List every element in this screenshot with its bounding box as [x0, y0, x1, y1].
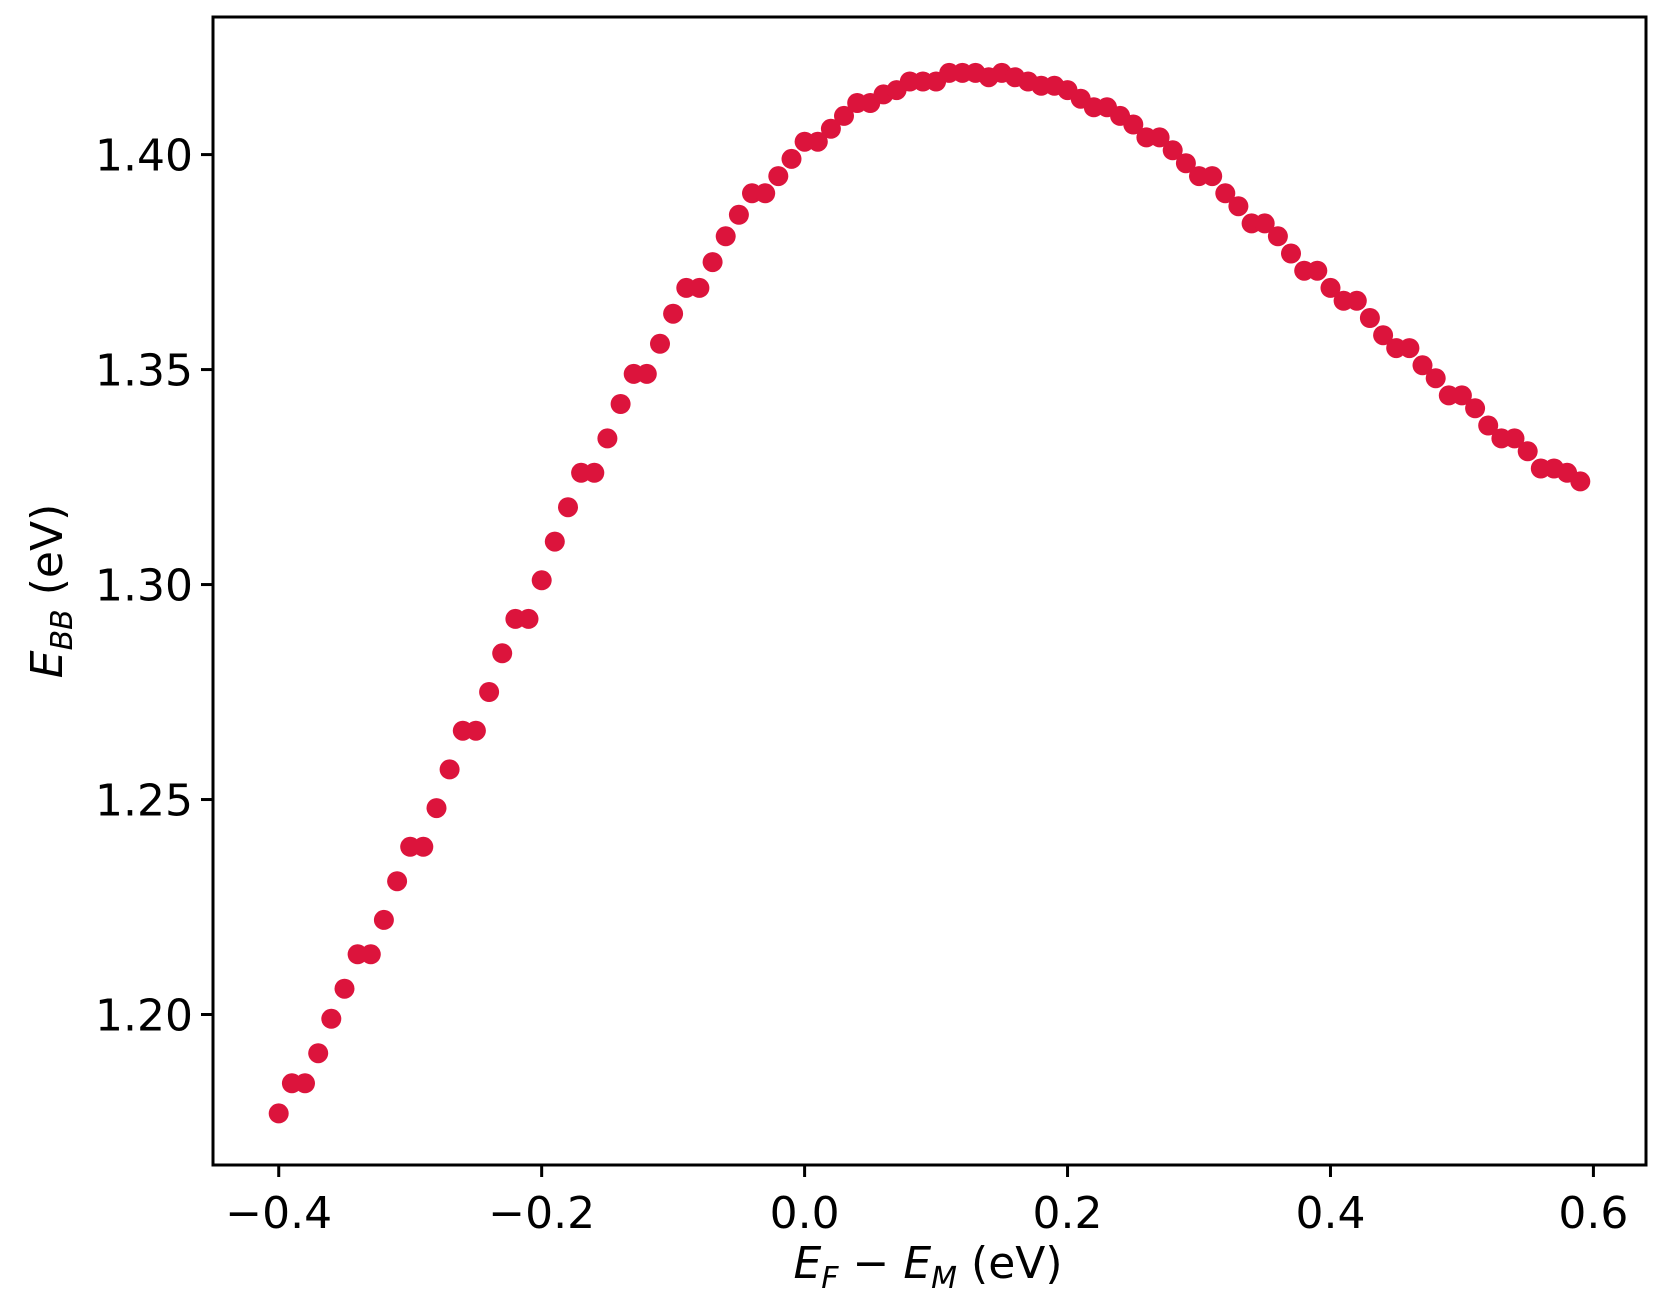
- data-point: [663, 303, 684, 324]
- data-point: [610, 394, 631, 414]
- data-point: [1504, 428, 1525, 449]
- data-point: [807, 131, 828, 152]
- data-point: [1425, 368, 1446, 389]
- data-point: [1517, 441, 1538, 462]
- data-point: [479, 682, 500, 702]
- data-point: [1412, 355, 1433, 376]
- data-point: [1215, 183, 1236, 204]
- data-points: [268, 62, 1591, 1124]
- data-point: [689, 277, 710, 298]
- x-axis-ticks: −0.4 −0.2 0.0 0.2 0.4 0.6: [225, 1165, 1628, 1239]
- y-axis-label: EBB (eV): [22, 504, 80, 678]
- data-point: [492, 643, 513, 664]
- data-point: [1162, 140, 1183, 161]
- data-point: [1373, 325, 1394, 346]
- data-point: [768, 166, 789, 187]
- data-point: [465, 720, 486, 741]
- y-tick-label: 1.25: [95, 776, 193, 827]
- data-point: [1320, 277, 1341, 298]
- data-point: [1267, 226, 1288, 247]
- y-tick-label: 1.20: [95, 991, 193, 1042]
- data-point: [387, 871, 408, 892]
- data-point: [558, 497, 578, 518]
- data-point: [321, 1008, 342, 1029]
- data-point: [636, 363, 657, 384]
- data-point: [1346, 290, 1367, 311]
- x-tick-label: 0.2: [1033, 1188, 1103, 1239]
- data-point: [1281, 243, 1301, 264]
- y-tick-label: 1.40: [95, 131, 193, 182]
- data-point: [650, 333, 670, 354]
- data-point: [702, 252, 723, 273]
- data-point: [1478, 415, 1499, 436]
- data-point: [1228, 196, 1249, 217]
- x-axis-label: EF − EM (eV): [793, 1238, 1062, 1296]
- data-point: [544, 531, 565, 552]
- x-tick-label: −0.4: [225, 1188, 332, 1239]
- data-point: [373, 909, 394, 930]
- data-point: [715, 226, 736, 247]
- x-tick-label: 0.6: [1558, 1188, 1628, 1239]
- data-point: [1175, 153, 1196, 174]
- data-point: [308, 1043, 329, 1064]
- data-point: [597, 428, 618, 449]
- data-point: [518, 608, 539, 629]
- data-point: [1202, 166, 1223, 187]
- data-point: [1570, 471, 1591, 492]
- x-tick-label: −0.2: [488, 1188, 595, 1239]
- data-point: [268, 1103, 289, 1124]
- x-tick-label: 0.0: [770, 1188, 840, 1239]
- data-point: [439, 759, 460, 780]
- data-point: [755, 183, 776, 204]
- data-point: [426, 798, 447, 819]
- data-point: [1359, 308, 1380, 328]
- y-axis-ticks: 1.20 1.25 1.30 1.35 1.40: [95, 131, 213, 1042]
- data-point: [820, 118, 841, 139]
- y-tick-label: 1.35: [95, 346, 193, 397]
- data-point: [1254, 213, 1275, 234]
- plot-frame: [211, 15, 1648, 1167]
- data-point: [295, 1073, 315, 1094]
- data-point: [781, 148, 802, 169]
- data-point: [360, 944, 381, 965]
- data-point: [728, 204, 749, 225]
- data-point: [1149, 127, 1170, 148]
- data-point: [1307, 260, 1328, 281]
- data-point: [413, 836, 434, 857]
- data-point: [1399, 338, 1420, 359]
- data-point: [834, 105, 854, 126]
- x-tick-label: 0.4: [1295, 1188, 1365, 1239]
- data-point: [334, 978, 355, 999]
- data-point: [1465, 398, 1486, 419]
- data-point: [1123, 114, 1144, 135]
- data-point: [1451, 385, 1472, 406]
- data-point: [531, 570, 552, 591]
- y-tick-label: 1.30: [95, 561, 193, 612]
- data-point: [584, 462, 605, 483]
